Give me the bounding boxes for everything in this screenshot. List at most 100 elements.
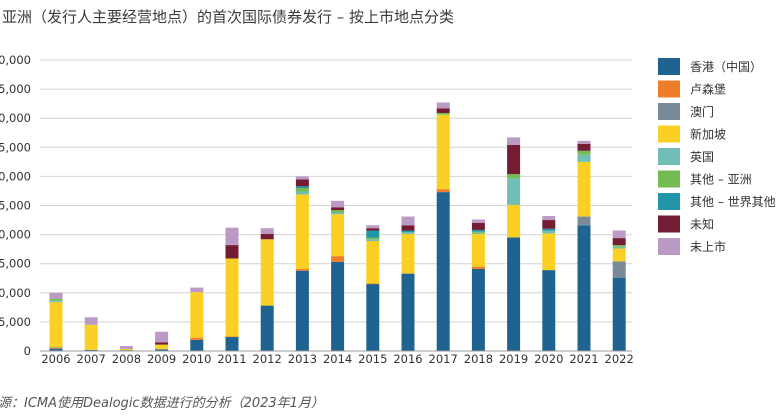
- bar-segment: [331, 210, 345, 213]
- legend-label: 未知: [690, 218, 714, 232]
- x-tick-label: 2019: [499, 352, 528, 366]
- bar-segment: [471, 232, 485, 235]
- bar-segment: [577, 161, 591, 217]
- y-tick-label: 25,000: [0, 199, 31, 213]
- bar-segment: [366, 228, 380, 231]
- x-tick-label: 2010: [182, 352, 211, 366]
- bar-segment: [436, 192, 450, 351]
- y-tick-label: 35,000: [0, 140, 31, 154]
- bar-segment: [542, 270, 556, 351]
- x-tick-label: 2013: [288, 352, 317, 366]
- bar-segment: [471, 231, 485, 233]
- bar-segment: [366, 241, 380, 284]
- bar-segment: [190, 339, 204, 351]
- y-tick-label: 15,000: [0, 257, 31, 271]
- x-tick-label: 2014: [323, 352, 352, 366]
- bar-segment: [471, 219, 485, 223]
- x-tick-label: 2008: [112, 352, 141, 366]
- bar-segment: [436, 112, 450, 115]
- x-tick-label: 2015: [358, 352, 387, 366]
- bar-segment: [84, 317, 98, 325]
- bar-segment: [507, 204, 521, 238]
- bar-segment: [366, 239, 380, 242]
- x-tick-label: 2011: [217, 352, 246, 366]
- bar-segment: [612, 261, 626, 278]
- bar-segment: [577, 154, 591, 162]
- bar-segment: [612, 246, 626, 249]
- x-tick-label: 2017: [429, 352, 458, 366]
- bar-segment: [260, 239, 274, 306]
- bar-segment: [366, 283, 380, 285]
- bar-segment: [436, 114, 450, 190]
- bar-segment: [366, 284, 380, 351]
- bar-segment: [49, 300, 63, 303]
- bar-segment: [612, 230, 626, 239]
- bar-segment: [49, 298, 63, 301]
- x-tick-label: 2012: [253, 352, 282, 366]
- bar-segment: [366, 225, 380, 229]
- bar-segment: [225, 336, 239, 338]
- legend-label: 澳门: [690, 104, 714, 119]
- x-tick-label: 2016: [393, 352, 422, 366]
- bar-segment: [401, 225, 415, 231]
- bar-segment: [295, 194, 309, 269]
- bar-segment: [542, 215, 556, 221]
- bar-segment: [401, 234, 415, 274]
- bar-segment: [542, 230, 556, 234]
- legend-swatch: [658, 125, 680, 143]
- bar-segment: [471, 234, 485, 267]
- bar-segment: [260, 305, 274, 351]
- y-tick-label: 0: [24, 344, 31, 358]
- bar-segment: [577, 225, 591, 351]
- y-tick-label: 5,000: [0, 315, 31, 329]
- x-tick-label: 2022: [605, 352, 634, 366]
- bar-segment: [507, 137, 521, 145]
- legend-label: 英国: [690, 150, 714, 164]
- bar-segment: [331, 207, 345, 211]
- bar-segment: [190, 287, 204, 293]
- bar-segment: [612, 248, 626, 262]
- bar-segment: [436, 102, 450, 109]
- legend-label: 卢森堡: [690, 82, 726, 97]
- bar-segment: [471, 222, 485, 230]
- bar-segment: [190, 292, 204, 338]
- bar-segment: [542, 228, 556, 231]
- legend-swatch: [658, 103, 680, 120]
- bar-segment: [577, 216, 591, 226]
- bar-segment: [295, 268, 309, 271]
- bar-segment: [401, 232, 415, 235]
- bar-segment: [331, 212, 345, 215]
- x-tick-label: 2007: [77, 352, 106, 366]
- y-tick-label: 10,000: [0, 286, 31, 300]
- bar-segment: [225, 245, 239, 259]
- bar-segment: [84, 324, 98, 350]
- legend-swatch: [658, 170, 680, 188]
- bar-segment: [295, 270, 309, 351]
- x-tick-label: 2020: [534, 352, 563, 366]
- bar-segment: [295, 179, 309, 187]
- bar-segment: [119, 348, 133, 351]
- bar-segment: [155, 349, 169, 351]
- y-tick-label: 45,000: [0, 82, 31, 96]
- bar-segment: [471, 229, 485, 232]
- x-tick-label: 2006: [41, 352, 70, 366]
- bar-segment: [295, 188, 309, 192]
- bar-segment: [49, 302, 63, 348]
- bar-segment: [366, 237, 380, 240]
- legend-swatch: [658, 193, 680, 210]
- bar-segment: [331, 200, 345, 208]
- y-tick-label: 30,000: [0, 169, 31, 183]
- bar-segment: [471, 268, 485, 351]
- chart-title: 亚洲（发行人主要经营地点）的首次国际债券发行 – 按上市地点分类: [2, 8, 454, 26]
- bar-segment: [401, 230, 415, 233]
- y-tick-label: 40,000: [0, 111, 31, 125]
- bar-segment: [190, 337, 204, 340]
- source-note: 源：ICMA使用Dealogic数据进行的分析（2023年1月）: [0, 395, 324, 411]
- bar-segment: [331, 261, 345, 351]
- bar-segment: [225, 337, 239, 351]
- legend-label: 其他 – 亚洲: [690, 173, 752, 187]
- bar-segment: [577, 140, 591, 144]
- x-axis-ticks: 2006 2007 2008 2009 2010 2011 2012 2013 2014 2015…: [41, 352, 633, 366]
